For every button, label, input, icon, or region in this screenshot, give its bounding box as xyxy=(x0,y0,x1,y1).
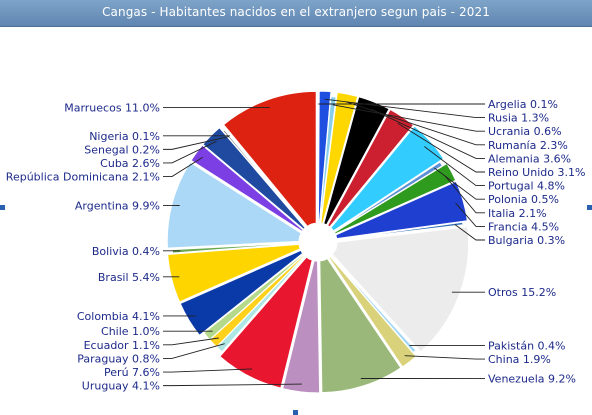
slice-label-reino-unido: Reino Unido 3.1% xyxy=(488,166,585,179)
leader-line-reino-unido xyxy=(397,122,485,173)
leader-line-ecuador xyxy=(163,337,219,346)
slice-label-bulgaria: Bulgaria 0.3% xyxy=(488,234,565,247)
slice-label-argelia: Argelia 0.1% xyxy=(488,98,558,111)
leader-line-paraguay xyxy=(163,343,225,359)
resize-handle-left[interactable] xyxy=(0,205,5,210)
slice-label-alemania: Alemania 3.6% xyxy=(488,152,571,165)
slice-label-argentina: Argentina 9.9% xyxy=(75,199,160,212)
pie-slice-marruecos xyxy=(222,90,317,228)
leader-line-senegal xyxy=(163,136,229,150)
slice-label-republica-dominicana: República Dominicana 2.1% xyxy=(6,171,160,184)
resize-handle-bottom[interactable] xyxy=(293,410,298,415)
leader-line-bulgaria xyxy=(454,224,485,241)
pie-slice-alemania xyxy=(322,95,391,226)
pie-slices xyxy=(166,90,470,394)
slice-label-nigeria: Nigeria 0.1% xyxy=(89,130,160,143)
pie-slice-otros xyxy=(331,225,470,353)
slice-label-ecuador: Ecuador 1.1% xyxy=(84,339,160,352)
pie-center-hole xyxy=(303,227,333,257)
slice-label-brasil: Brasil 5.4% xyxy=(98,271,160,284)
slice-label-ucrania: Ucrania 0.6% xyxy=(488,125,562,138)
pie-slice-italia xyxy=(333,162,457,235)
pie-slice-venezuela xyxy=(319,257,402,394)
slice-label-paraguay: Paraguay 0.8% xyxy=(77,352,160,365)
pie-slice-colombia xyxy=(179,249,304,337)
leader-line-alemania xyxy=(371,108,485,159)
pie-slice-republica-dominicana xyxy=(190,144,305,233)
slice-label-cuba: Cuba 2.6% xyxy=(100,157,160,170)
slice-label-uruguay: Uruguay 4.1% xyxy=(82,380,160,393)
leader-line-francia xyxy=(455,202,485,227)
pie-slice-peru xyxy=(218,256,314,389)
leader-line-rusia xyxy=(324,98,485,119)
leader-line-cuba xyxy=(163,140,217,164)
pie-slice-cuba xyxy=(201,126,307,231)
slice-label-venezuela: Venezuela 9.2% xyxy=(488,372,576,385)
slice-label-rumania: Rumanía 2.3% xyxy=(488,139,568,152)
pie-slice-china xyxy=(328,255,418,368)
slice-label-francia: Francia 4.5% xyxy=(488,220,559,233)
leader-line-china xyxy=(404,355,485,360)
pie-slice-uruguay xyxy=(281,259,321,394)
slice-label-senegal: Senegal 0.2% xyxy=(84,143,160,156)
slice-label-italia: Italia 2.1% xyxy=(488,207,547,220)
slice-label-rusia: Rusia 1.3% xyxy=(488,112,549,125)
slice-label-pakistan: Pakistán 0.4% xyxy=(488,339,566,352)
leader-line-peru xyxy=(163,368,253,373)
leader-line-republica-dominicana xyxy=(163,156,204,178)
leader-line-italia xyxy=(444,175,485,214)
pie-slice-reino-unido xyxy=(326,108,415,228)
pie-slice-argentina xyxy=(166,161,303,249)
slice-label-bolivia: Bolivia 0.4% xyxy=(92,245,160,258)
slice-label-chile: Chile 1.0% xyxy=(101,325,160,338)
leader-line-uruguay xyxy=(163,383,302,387)
leader-line-portugal xyxy=(424,146,485,187)
leader-line-polonia xyxy=(434,167,485,200)
slice-labels: Argelia 0.1%Rusia 1.3%Ucrania 0.6%Rumaní… xyxy=(6,98,586,393)
leader-line-rumania xyxy=(345,101,485,146)
slice-label-colombia: Colombia 4.1% xyxy=(77,310,160,323)
resize-handle-right[interactable] xyxy=(587,205,592,210)
slice-label-polonia: Polonia 0.5% xyxy=(488,193,559,206)
slice-label-marruecos: Marruecos 11.0% xyxy=(64,101,160,114)
leader-lines xyxy=(163,98,485,387)
slice-label-peru: Perú 7.6% xyxy=(104,366,160,379)
slice-label-portugal: Portugal 4.8% xyxy=(488,180,565,193)
pie-slice-brasil xyxy=(166,243,302,303)
slice-label-otros: Otros 15.2% xyxy=(488,286,556,299)
pie-slice-portugal xyxy=(329,125,445,232)
slice-label-china: China 1.9% xyxy=(488,353,551,366)
title-bar: Cangas - Habitantes nacidos en el extran… xyxy=(0,0,592,27)
chart-title: Cangas - Habitantes nacidos en el extran… xyxy=(102,5,490,19)
pie-slice-rumania xyxy=(320,91,359,225)
